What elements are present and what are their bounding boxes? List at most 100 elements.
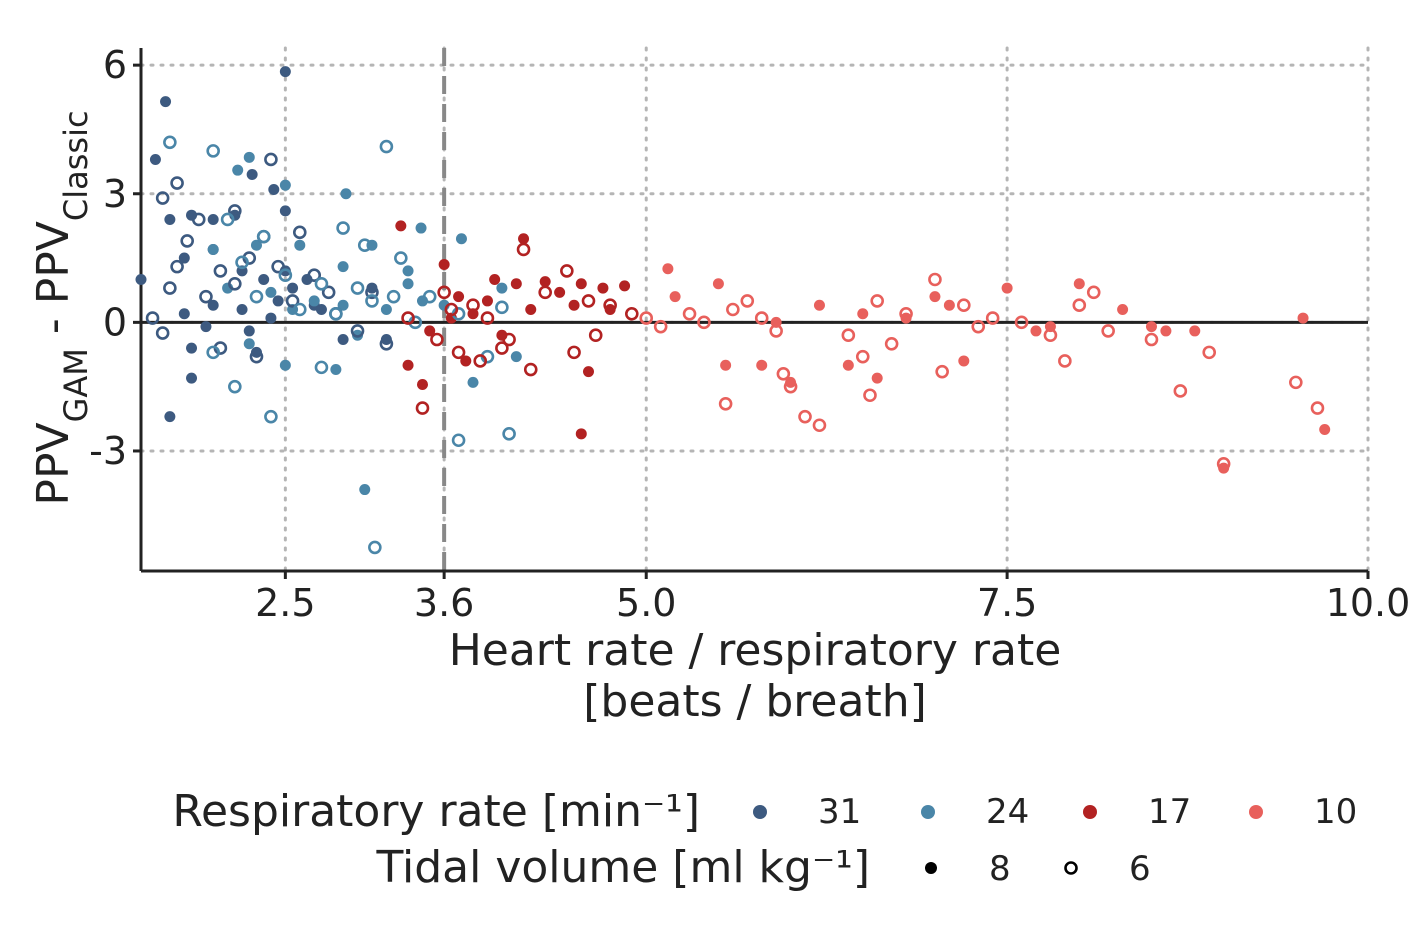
data-point xyxy=(1072,298,1087,313)
data-point xyxy=(971,319,986,334)
data-point xyxy=(1310,401,1325,415)
y-axis-title: PPVGAM - PPVClassic xyxy=(28,110,95,505)
data-point xyxy=(329,306,343,321)
data-point xyxy=(401,311,415,325)
data-point xyxy=(935,364,949,379)
y-axis-title-part2: - PPV xyxy=(28,221,79,348)
data-point xyxy=(386,289,401,304)
data-point xyxy=(560,264,574,278)
data-point xyxy=(958,355,970,367)
data-point xyxy=(523,362,538,377)
legend: Respiratory rate [min⁻¹] Tidal volume [m… xyxy=(172,786,1357,893)
data-point xyxy=(186,372,198,384)
x-tick-label: 10.0 xyxy=(1326,581,1411,625)
data-point xyxy=(669,291,681,303)
legend-color-key xyxy=(921,805,935,819)
data-point xyxy=(1144,332,1159,347)
data-point xyxy=(314,360,329,375)
data-point xyxy=(1160,325,1172,337)
legend-color-title: Respiratory rate [min⁻¹] xyxy=(172,786,700,837)
data-point xyxy=(518,233,530,245)
data-point xyxy=(415,222,427,234)
data-point xyxy=(812,418,827,433)
legend-color-key xyxy=(1083,805,1097,819)
data-point xyxy=(582,366,594,378)
data-point xyxy=(857,308,869,320)
data-point xyxy=(207,243,219,255)
data-point xyxy=(516,242,531,257)
data-point xyxy=(1058,354,1072,368)
data-point xyxy=(315,304,327,315)
data-point xyxy=(510,278,522,290)
data-point xyxy=(228,379,242,394)
data-point xyxy=(258,273,270,285)
y-axis-title-sub2: Classic xyxy=(57,110,95,221)
data-point xyxy=(314,276,329,291)
data-point xyxy=(145,311,160,325)
y-tick-label: 0 xyxy=(103,300,127,344)
data-point xyxy=(1173,384,1188,398)
data-point xyxy=(186,342,198,354)
data-point xyxy=(170,176,184,190)
data-point xyxy=(453,291,465,303)
x-axis-title-line2: [beats / breath] xyxy=(583,676,927,727)
data-point xyxy=(430,332,444,347)
data-point xyxy=(220,212,235,227)
y-axis-title-sub1: GAM xyxy=(57,348,95,422)
data-point xyxy=(718,397,733,411)
data-point xyxy=(207,299,219,311)
data-point xyxy=(357,238,372,252)
data-point xyxy=(813,299,825,311)
data-point xyxy=(268,183,280,195)
data-point xyxy=(135,273,147,285)
legend-shape-label: 6 xyxy=(1129,849,1151,889)
data-point xyxy=(525,304,537,315)
data-point xyxy=(1101,324,1115,338)
data-point xyxy=(279,179,291,191)
data-point xyxy=(712,278,724,290)
data-point xyxy=(228,276,242,291)
data-point xyxy=(170,259,184,274)
data-point xyxy=(278,268,293,283)
data-point xyxy=(502,332,516,347)
data-point xyxy=(206,144,220,158)
data-point xyxy=(395,220,407,232)
data-point xyxy=(1297,312,1309,324)
data-point xyxy=(597,282,609,294)
data-point xyxy=(1030,325,1042,337)
data-point xyxy=(164,213,176,225)
data-point xyxy=(538,285,552,300)
data-point xyxy=(619,280,631,292)
y-tick-label: 3 xyxy=(103,172,127,216)
data-point xyxy=(1086,285,1101,300)
data-point xyxy=(365,294,379,308)
data-point xyxy=(307,268,322,283)
data-point xyxy=(798,409,812,424)
data-point xyxy=(279,205,291,217)
data-point xyxy=(1014,315,1029,330)
x-tick-label: 5.0 xyxy=(616,581,676,625)
data-point xyxy=(394,251,408,265)
data-point xyxy=(1145,321,1157,333)
data-point xyxy=(279,359,291,371)
data-point xyxy=(1117,304,1129,315)
data-point xyxy=(191,212,206,227)
x-tick-label: 3.6 xyxy=(414,581,474,625)
data-point xyxy=(308,295,320,307)
data-point xyxy=(359,484,371,496)
data-point xyxy=(467,376,479,388)
data-point xyxy=(330,364,342,376)
data-point xyxy=(292,302,307,317)
data-point xyxy=(155,191,170,205)
data-point xyxy=(246,168,258,180)
data-point xyxy=(740,294,755,308)
data-point xyxy=(841,328,856,343)
x-axis-title-line1: Heart rate / respiratory rate xyxy=(449,625,1062,676)
data-point xyxy=(783,379,798,394)
y-tick-labels: 6 3 0 -3 xyxy=(89,43,127,473)
data-point xyxy=(235,255,249,270)
data-point xyxy=(200,321,212,333)
data-point xyxy=(480,311,495,325)
data-point xyxy=(1202,345,1217,360)
data-point xyxy=(870,294,885,308)
